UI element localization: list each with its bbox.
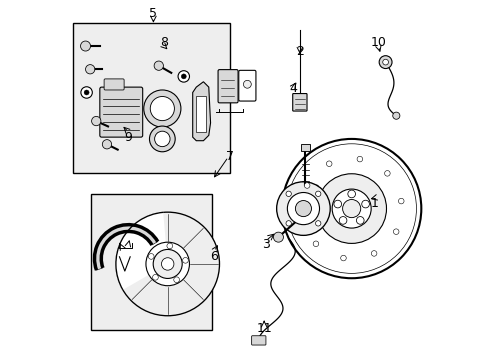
Circle shape bbox=[276, 182, 329, 235]
Circle shape bbox=[340, 255, 346, 261]
Circle shape bbox=[243, 80, 251, 88]
Circle shape bbox=[152, 274, 158, 280]
Circle shape bbox=[392, 112, 399, 119]
Circle shape bbox=[102, 140, 111, 149]
Circle shape bbox=[393, 229, 398, 234]
Polygon shape bbox=[282, 185, 321, 232]
Circle shape bbox=[287, 193, 319, 225]
Circle shape bbox=[81, 87, 92, 98]
Circle shape bbox=[273, 232, 283, 242]
Text: 7: 7 bbox=[226, 150, 234, 163]
Circle shape bbox=[315, 221, 320, 226]
Circle shape bbox=[181, 74, 186, 79]
FancyBboxPatch shape bbox=[292, 94, 306, 111]
Circle shape bbox=[154, 61, 163, 70]
Circle shape bbox=[161, 258, 174, 270]
Circle shape bbox=[149, 126, 175, 152]
Text: 11: 11 bbox=[256, 322, 271, 335]
Text: 1: 1 bbox=[370, 197, 378, 210]
Circle shape bbox=[154, 131, 170, 147]
Bar bbox=[195, 96, 205, 132]
Circle shape bbox=[285, 191, 291, 197]
Text: 10: 10 bbox=[370, 36, 386, 49]
Circle shape bbox=[312, 241, 318, 247]
Circle shape bbox=[148, 253, 154, 259]
Polygon shape bbox=[192, 82, 210, 141]
Circle shape bbox=[382, 59, 387, 65]
Circle shape bbox=[316, 174, 386, 243]
Circle shape bbox=[361, 200, 368, 208]
FancyBboxPatch shape bbox=[251, 336, 265, 345]
Circle shape bbox=[295, 201, 311, 217]
Text: 2: 2 bbox=[295, 45, 303, 58]
Circle shape bbox=[85, 64, 95, 74]
Circle shape bbox=[398, 198, 403, 204]
Bar bbox=[73, 23, 230, 173]
Circle shape bbox=[378, 56, 391, 68]
Circle shape bbox=[370, 251, 376, 256]
Circle shape bbox=[356, 156, 362, 162]
Circle shape bbox=[81, 41, 90, 51]
Circle shape bbox=[145, 242, 189, 286]
Circle shape bbox=[286, 144, 416, 273]
Text: 4: 4 bbox=[289, 82, 297, 95]
Circle shape bbox=[143, 90, 181, 127]
FancyBboxPatch shape bbox=[104, 79, 124, 90]
Circle shape bbox=[150, 96, 174, 121]
Polygon shape bbox=[94, 225, 158, 270]
Circle shape bbox=[333, 200, 341, 208]
FancyBboxPatch shape bbox=[238, 70, 255, 101]
Circle shape bbox=[153, 249, 182, 278]
Circle shape bbox=[339, 217, 346, 224]
Circle shape bbox=[347, 190, 355, 198]
Circle shape bbox=[91, 116, 101, 126]
Circle shape bbox=[182, 257, 188, 263]
Text: 5: 5 bbox=[149, 8, 157, 21]
FancyBboxPatch shape bbox=[100, 87, 142, 137]
Circle shape bbox=[84, 90, 89, 95]
Circle shape bbox=[342, 199, 360, 218]
FancyBboxPatch shape bbox=[218, 69, 238, 103]
Circle shape bbox=[166, 243, 172, 249]
Bar bbox=[91, 194, 212, 330]
Circle shape bbox=[326, 161, 331, 167]
Text: 9: 9 bbox=[124, 131, 132, 144]
Text: 3: 3 bbox=[262, 238, 269, 251]
Wedge shape bbox=[115, 211, 167, 291]
Circle shape bbox=[285, 221, 291, 226]
Circle shape bbox=[315, 191, 320, 197]
Circle shape bbox=[304, 183, 309, 188]
Circle shape bbox=[173, 277, 179, 283]
Text: 6: 6 bbox=[210, 250, 218, 263]
Circle shape bbox=[356, 217, 364, 224]
Circle shape bbox=[116, 212, 219, 316]
Circle shape bbox=[331, 189, 370, 228]
Bar bbox=[300, 144, 309, 152]
Circle shape bbox=[178, 71, 189, 82]
Circle shape bbox=[299, 213, 304, 219]
Text: 8: 8 bbox=[160, 36, 168, 49]
Circle shape bbox=[384, 171, 389, 176]
